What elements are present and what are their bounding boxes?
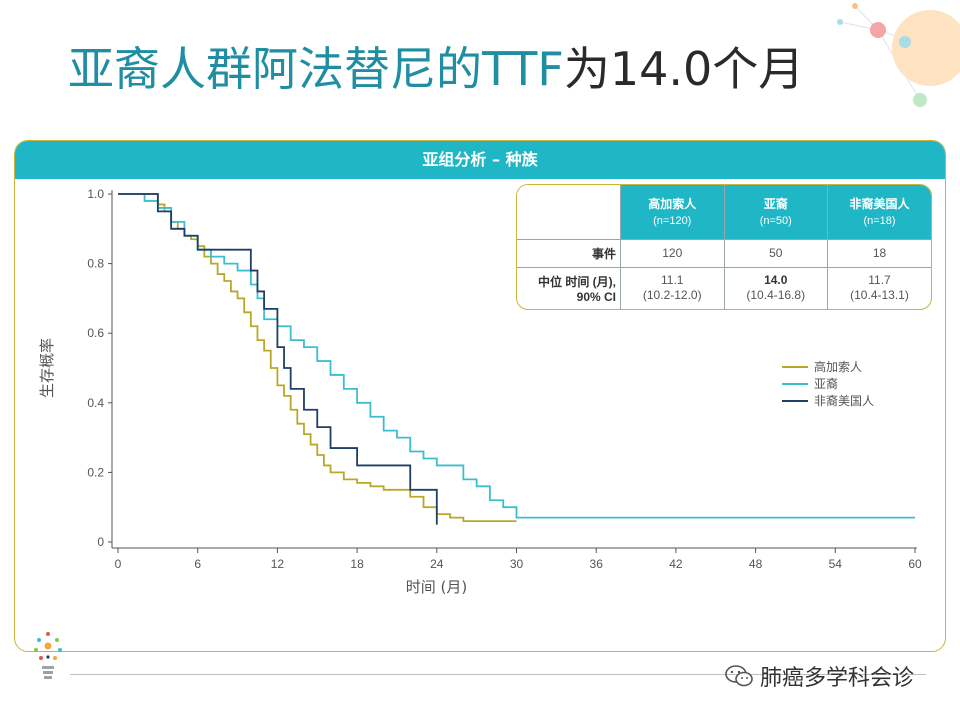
y-tick-label: 0.8	[87, 257, 104, 271]
panel-header: 亚组分析 – 种族	[15, 141, 945, 179]
page-title: 亚裔人群阿法替尼的TTF为14.0个月	[68, 34, 804, 104]
median-african-american: 11.7 (10.4-13.1)	[827, 266, 931, 309]
table-header-asian: 亚裔 (n=50)	[723, 185, 828, 240]
y-tick-label: 0.4	[87, 396, 104, 410]
title-main: 亚裔人群阿法替尼的	[68, 42, 482, 96]
table-header-caucasian: 高加索人 (n=120)	[620, 185, 725, 240]
table-corner	[517, 185, 621, 240]
lightbulb-logo-icon	[34, 632, 62, 679]
title-ttf: TTF	[482, 42, 564, 96]
x-tick-label: 60	[908, 557, 922, 571]
molecule-decoration	[837, 3, 960, 107]
legend-item-caucasian: 高加索人	[782, 358, 874, 375]
x-tick-label: 18	[350, 557, 364, 571]
y-axis-label: 生存概率	[38, 338, 56, 398]
x-tick-label: 36	[590, 557, 604, 571]
events-label: 事件	[517, 238, 621, 268]
x-tick-label: 12	[271, 557, 285, 571]
median-caucasian: 11.1 (10.2-12.0)	[620, 266, 725, 309]
chart-legend: 高加索人 亚裔 非裔美国人	[782, 358, 874, 409]
y-tick-label: 0.2	[87, 465, 104, 479]
events-asian: 50	[723, 238, 828, 268]
brand-name: 肺癌多学科会诊	[760, 666, 915, 691]
y-tick-label: 0	[97, 535, 104, 549]
wechat-brand: 肺癌多学科会诊	[724, 660, 914, 692]
median-label: 中位 时间 (月), 90% CI	[517, 266, 621, 309]
events-african-american: 18	[827, 238, 931, 268]
x-tick-label: 24	[430, 557, 444, 571]
x-tick-label: 42	[669, 557, 683, 571]
footer-divider	[70, 674, 926, 675]
x-tick-label: 54	[829, 557, 843, 571]
wechat-icon	[725, 665, 753, 687]
x-tick-label: 30	[510, 557, 524, 571]
events-caucasian: 120	[620, 238, 725, 268]
x-tick-label: 6	[194, 557, 201, 571]
table-header-african-american: 非裔美国人 (n=18)	[827, 185, 931, 240]
median-asian: 14.0 (10.4-16.8)	[723, 266, 828, 309]
series-line-0	[118, 193, 517, 523]
y-tick-label: 0.6	[87, 326, 104, 340]
x-tick-label: 0	[115, 557, 122, 571]
x-tick-label: 48	[749, 557, 763, 571]
series-line-2	[118, 193, 438, 525]
x-axis-label: 时间 (月)	[406, 578, 467, 596]
y-tick-label: 1.0	[87, 187, 104, 201]
stats-table: 高加索人 (n=120) 亚裔 (n=50) 非裔美国人 (n=18) 事件 120 …	[516, 184, 932, 310]
legend-item-african-american: 非裔美国人	[782, 392, 874, 409]
title-rest: 为14.0个月	[563, 42, 805, 96]
legend-item-asian: 亚裔	[782, 375, 874, 392]
